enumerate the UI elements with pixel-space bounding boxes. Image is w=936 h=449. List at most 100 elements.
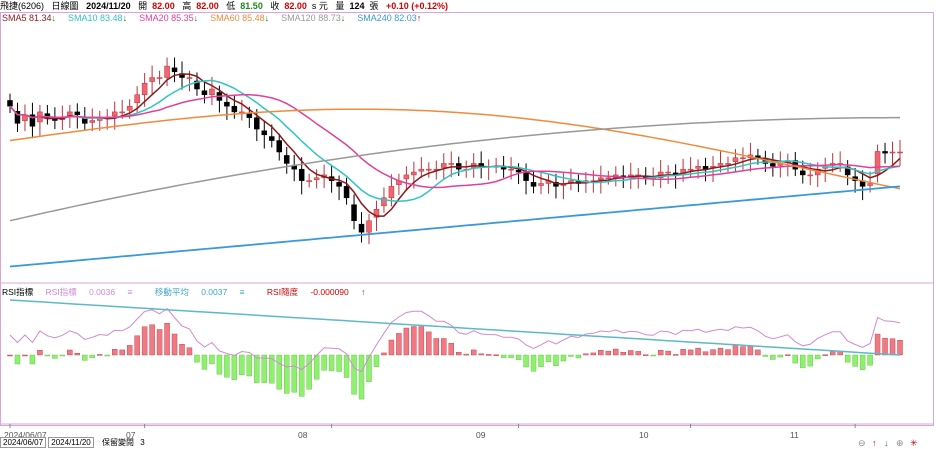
candle-body — [134, 94, 140, 103]
rsi-bar — [418, 326, 425, 356]
rsi-bar — [456, 352, 462, 356]
candle-body — [403, 174, 410, 180]
zoom-in-icon[interactable]: ⊕ — [896, 438, 904, 448]
candle-body — [306, 180, 312, 182]
rsi-bar — [328, 354, 335, 372]
period-label: 日線圖 — [51, 1, 79, 11]
rsi-bar — [628, 350, 634, 356]
rsi-bar — [291, 354, 297, 393]
rsi-bar — [119, 349, 125, 356]
rsi-bar — [530, 354, 537, 372]
candle-body — [283, 155, 290, 164]
rsi-bar — [672, 354, 679, 356]
stock-name: 飛捷(6206) — [0, 1, 45, 11]
candle-body — [186, 77, 193, 79]
candle-body — [201, 90, 208, 95]
rsi-bar — [441, 338, 447, 356]
rsi-bar — [224, 354, 230, 378]
candle-body — [426, 168, 432, 171]
candle-body — [441, 163, 447, 168]
candle-body — [523, 171, 529, 181]
rsi-bar — [515, 354, 522, 360]
rsi-bar — [807, 354, 813, 367]
candle-body — [605, 177, 612, 180]
rsi-bar — [134, 335, 140, 356]
rsi-bar — [740, 346, 746, 356]
candle-body — [119, 111, 125, 114]
x-label-jul: 07 — [126, 430, 136, 440]
rsi-bar — [171, 333, 178, 356]
rsi-bar — [284, 354, 290, 394]
rsi-bar — [37, 350, 43, 356]
low-value: 81.50 — [240, 1, 263, 11]
candle-body — [882, 151, 888, 154]
rsi-bar — [590, 352, 597, 356]
down-arrow-icon[interactable]: ↓ — [884, 438, 889, 448]
candle-body — [725, 163, 731, 165]
indicator-legend: RSI指標 RSI指標 0.0036 ≡ 移動平均 0.0037 ≡ RSI隨度… — [2, 287, 385, 297]
rsi-bar — [859, 354, 866, 370]
rsi-bar — [560, 354, 567, 362]
candle-body — [254, 117, 260, 130]
rsi-bar — [800, 354, 806, 369]
rsi-bar — [343, 354, 350, 378]
rsi-bar — [717, 347, 724, 356]
rsi-bar — [635, 351, 641, 356]
bottom-toolbar: 2024/06/07 2024/11/20 保留變閱 3 — [0, 437, 936, 449]
rsi-bar — [44, 354, 51, 357]
x-label-oct: 10 — [639, 430, 649, 440]
zoom-out-icon[interactable]: ⊖ — [858, 438, 866, 448]
rsi-ma-line — [9, 299, 901, 356]
rsi-bar — [276, 354, 282, 390]
candle-body — [358, 223, 365, 233]
candle-body — [209, 88, 215, 95]
candle-body — [149, 77, 155, 82]
x-label-aug: 08 — [298, 430, 308, 440]
rsi-bar — [351, 354, 357, 395]
rsi-bar — [97, 354, 103, 356]
candle-body — [7, 100, 13, 107]
rsi-bar — [67, 349, 73, 356]
keep-value: 3 — [140, 438, 145, 447]
rsi-bar — [710, 349, 716, 356]
rsi-bar — [426, 331, 432, 356]
start-date-input[interactable]: 2024/06/07 — [0, 437, 47, 449]
rsi-bar — [164, 323, 170, 356]
candle-body — [111, 111, 118, 117]
rsi-bar — [396, 333, 402, 356]
rsi-bar — [254, 354, 260, 383]
rsi-bar — [650, 354, 656, 357]
rsi-bar — [785, 354, 791, 356]
rsi-bar — [493, 354, 499, 356]
candle-body — [261, 130, 268, 136]
end-date-input[interactable]: 2024/11/20 — [48, 437, 94, 449]
candle-body — [224, 101, 230, 107]
change-value: +0.10 (+0.12%) — [386, 1, 449, 11]
rsi-bar — [388, 339, 395, 356]
up-arrow-icon[interactable]: ↑ — [872, 438, 877, 448]
candle-body — [269, 136, 275, 141]
candle-body — [246, 113, 253, 118]
rsi-bar — [411, 326, 417, 356]
candle-body — [141, 83, 148, 95]
keep-label: 保留變閱 — [101, 438, 134, 447]
rsi-bar — [897, 340, 903, 356]
candle-body — [740, 157, 746, 159]
indicator-line3: RSI隨度 -0.000090 ↑ — [266, 287, 366, 297]
rsi-bar — [844, 354, 851, 363]
candle-body — [411, 171, 417, 176]
rsi-bar — [620, 352, 626, 356]
rsi-bar — [141, 326, 148, 356]
sma60-line — [9, 108, 901, 190]
settings-icon[interactable]: ✳ — [910, 438, 918, 448]
rsi-bar — [568, 354, 574, 357]
chart-frame — [0, 12, 934, 426]
rsi-bar — [403, 327, 410, 356]
rsi-bar — [470, 349, 477, 356]
rsi-bar — [231, 354, 238, 380]
rsi-bar — [59, 354, 66, 357]
candle-body — [867, 183, 873, 186]
candle-body — [164, 65, 170, 78]
candle-body — [687, 168, 694, 171]
